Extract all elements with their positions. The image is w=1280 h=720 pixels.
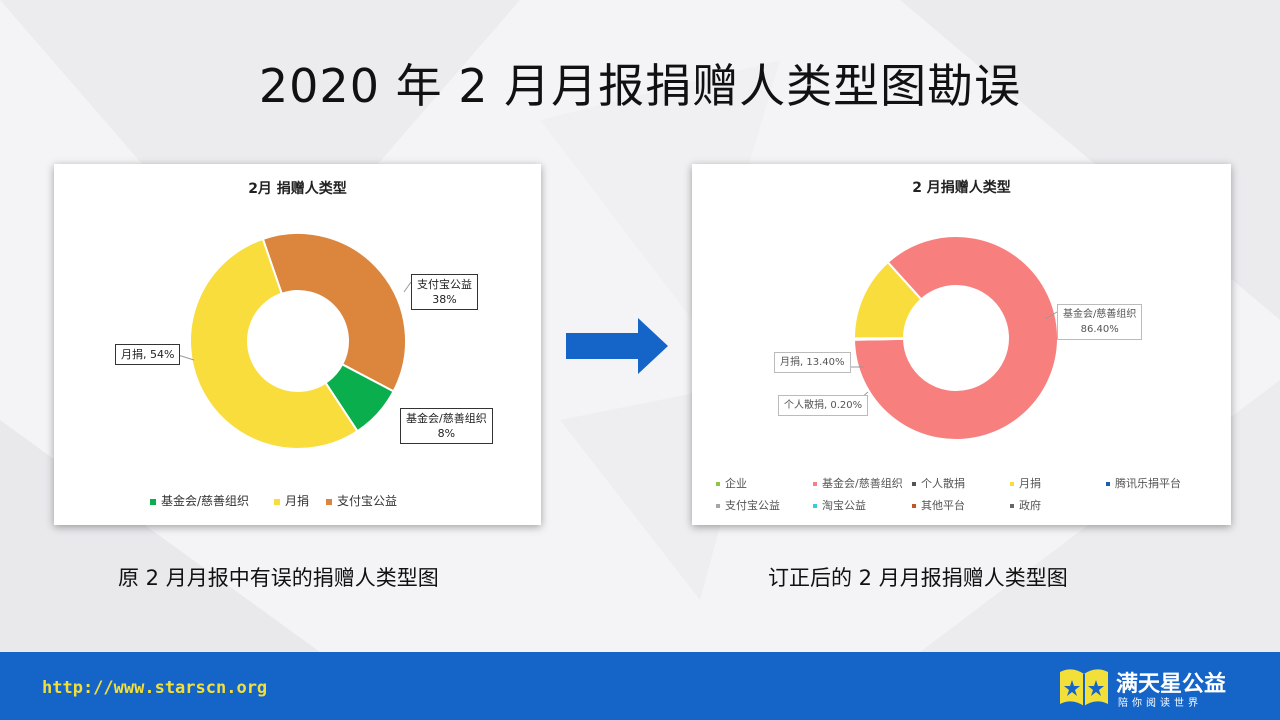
data-label-name: 基金会/慈善组织 bbox=[406, 412, 487, 425]
donut-slice-0 bbox=[261, 232, 407, 393]
data-label-monthly: 月捐, 13.40% bbox=[774, 352, 851, 373]
legend-swatch bbox=[326, 498, 332, 505]
legend-label: 月捐 bbox=[1019, 477, 1041, 490]
legend-swatch bbox=[1010, 482, 1014, 486]
legend-swatch bbox=[274, 498, 280, 505]
legend-item: 腾讯乐捐平台 bbox=[1106, 475, 1181, 491]
leader-line-0 bbox=[1044, 311, 1058, 320]
arrow-right-icon bbox=[566, 318, 668, 374]
data-label-value: 8% bbox=[437, 427, 456, 440]
legend-item: 个人散捐 bbox=[912, 475, 965, 491]
legend-item: 支付宝公益 bbox=[326, 492, 397, 509]
legend-label: 其他平台 bbox=[921, 499, 965, 512]
legend-item: 基金会/慈善组织 bbox=[150, 492, 249, 509]
corrected-chart-panel: 2 月捐赠人类型 基金会/慈善组织 86.40% 月捐, 13.40% 个人散捐… bbox=[692, 164, 1231, 525]
brand-slogan: 陪你阅读世界 bbox=[1118, 698, 1202, 709]
data-label-value: 0.20% bbox=[830, 400, 863, 411]
legend-label: 淘宝公益 bbox=[822, 499, 866, 512]
data-label-name: 月捐 bbox=[780, 357, 800, 368]
data-label-alipay: 支付宝公益 38% bbox=[411, 274, 478, 310]
chart-title: 2月 捐赠人类型 bbox=[248, 181, 347, 197]
legend-item: 月捐 bbox=[1010, 475, 1041, 491]
donut-chart-corrected bbox=[850, 235, 1059, 441]
footer-bar: http://www.starscn.org 满天星公益 陪你阅读世界 bbox=[0, 652, 1280, 720]
legend-label: 腾讯乐捐平台 bbox=[1115, 477, 1181, 490]
slide-title: 2020 年 2 月月报捐赠人类型图勘误 bbox=[258, 59, 1022, 113]
legend-swatch bbox=[716, 482, 720, 486]
legend-swatch bbox=[813, 504, 817, 508]
legend-label: 政府 bbox=[1019, 499, 1041, 512]
book-star-icon bbox=[1060, 669, 1108, 706]
caption-corrected: 订正后的 2 月月报捐赠人类型图 bbox=[768, 566, 1068, 590]
legend-swatch bbox=[1010, 504, 1014, 508]
data-label-name: 支付宝公益 bbox=[417, 278, 472, 291]
legend-label: 月捐 bbox=[285, 494, 310, 508]
data-label-value: 38% bbox=[432, 293, 457, 306]
leader-line-1 bbox=[177, 354, 195, 361]
legend-swatch bbox=[912, 482, 916, 486]
data-label-name: 月捐 bbox=[121, 348, 143, 361]
legend-item: 淘宝公益 bbox=[813, 497, 866, 513]
legend-item: 企业 bbox=[716, 475, 747, 491]
data-label-individual: 个人散捐, 0.20% bbox=[778, 395, 869, 416]
website-link[interactable]: http://www.starscn.org bbox=[42, 678, 268, 698]
data-label-foundation: 基金会/慈善组织 86.40% bbox=[1057, 304, 1143, 340]
donut-slice-2 bbox=[853, 260, 923, 340]
data-label-value: 54% bbox=[150, 348, 175, 361]
legend-label: 支付宝公益 bbox=[725, 499, 780, 512]
legend-label: 基金会/慈善组织 bbox=[822, 477, 903, 490]
legend-label: 企业 bbox=[725, 477, 747, 490]
legend-item: 基金会/慈善组织 bbox=[813, 475, 903, 491]
caption-original: 原 2 月月报中有误的捐赠人类型图 bbox=[118, 566, 439, 590]
data-label-monthly: 月捐, 54% bbox=[115, 344, 181, 365]
data-label-value: 86.40% bbox=[1080, 324, 1119, 335]
donut-slice-2 bbox=[189, 237, 359, 450]
brand-logo: 满天星公益 陪你阅读世界 bbox=[1056, 664, 1256, 710]
legend-item: 其他平台 bbox=[912, 497, 965, 513]
legend-label: 基金会/慈善组织 bbox=[161, 494, 250, 508]
brand-name: 满天星公益 bbox=[1116, 672, 1227, 697]
data-label-name: 基金会/慈善组织 bbox=[1063, 309, 1137, 320]
donut-slice-0 bbox=[852, 235, 1059, 441]
chart-title: 2 月捐赠人类型 bbox=[912, 180, 1011, 196]
data-label-separator: , bbox=[800, 357, 807, 368]
original-chart-panel: 2月 捐赠人类型 支付宝公益 38% 月捐, 54% 基金会/慈善组织 8% 基… bbox=[54, 164, 541, 525]
legend-item: 支付宝公益 bbox=[716, 497, 780, 513]
legend-item: 月捐 bbox=[274, 492, 309, 509]
legend-swatch bbox=[813, 482, 817, 486]
data-label-value: 13.40% bbox=[806, 357, 845, 368]
leader-line-0 bbox=[403, 281, 412, 293]
donut-chart-original bbox=[177, 232, 412, 450]
legend-label: 支付宝公益 bbox=[337, 494, 398, 508]
data-label-separator: , bbox=[824, 400, 831, 411]
legend-swatch bbox=[716, 504, 720, 508]
legend-item: 政府 bbox=[1010, 497, 1041, 513]
data-label-foundation: 基金会/慈善组织 8% bbox=[400, 408, 493, 444]
legend-swatch bbox=[150, 498, 156, 505]
legend-swatch bbox=[1106, 482, 1110, 486]
data-label-name: 个人散捐 bbox=[784, 400, 824, 411]
legend-label: 个人散捐 bbox=[921, 477, 965, 490]
legend-swatch bbox=[912, 504, 916, 508]
data-label-separator: , bbox=[143, 348, 150, 361]
